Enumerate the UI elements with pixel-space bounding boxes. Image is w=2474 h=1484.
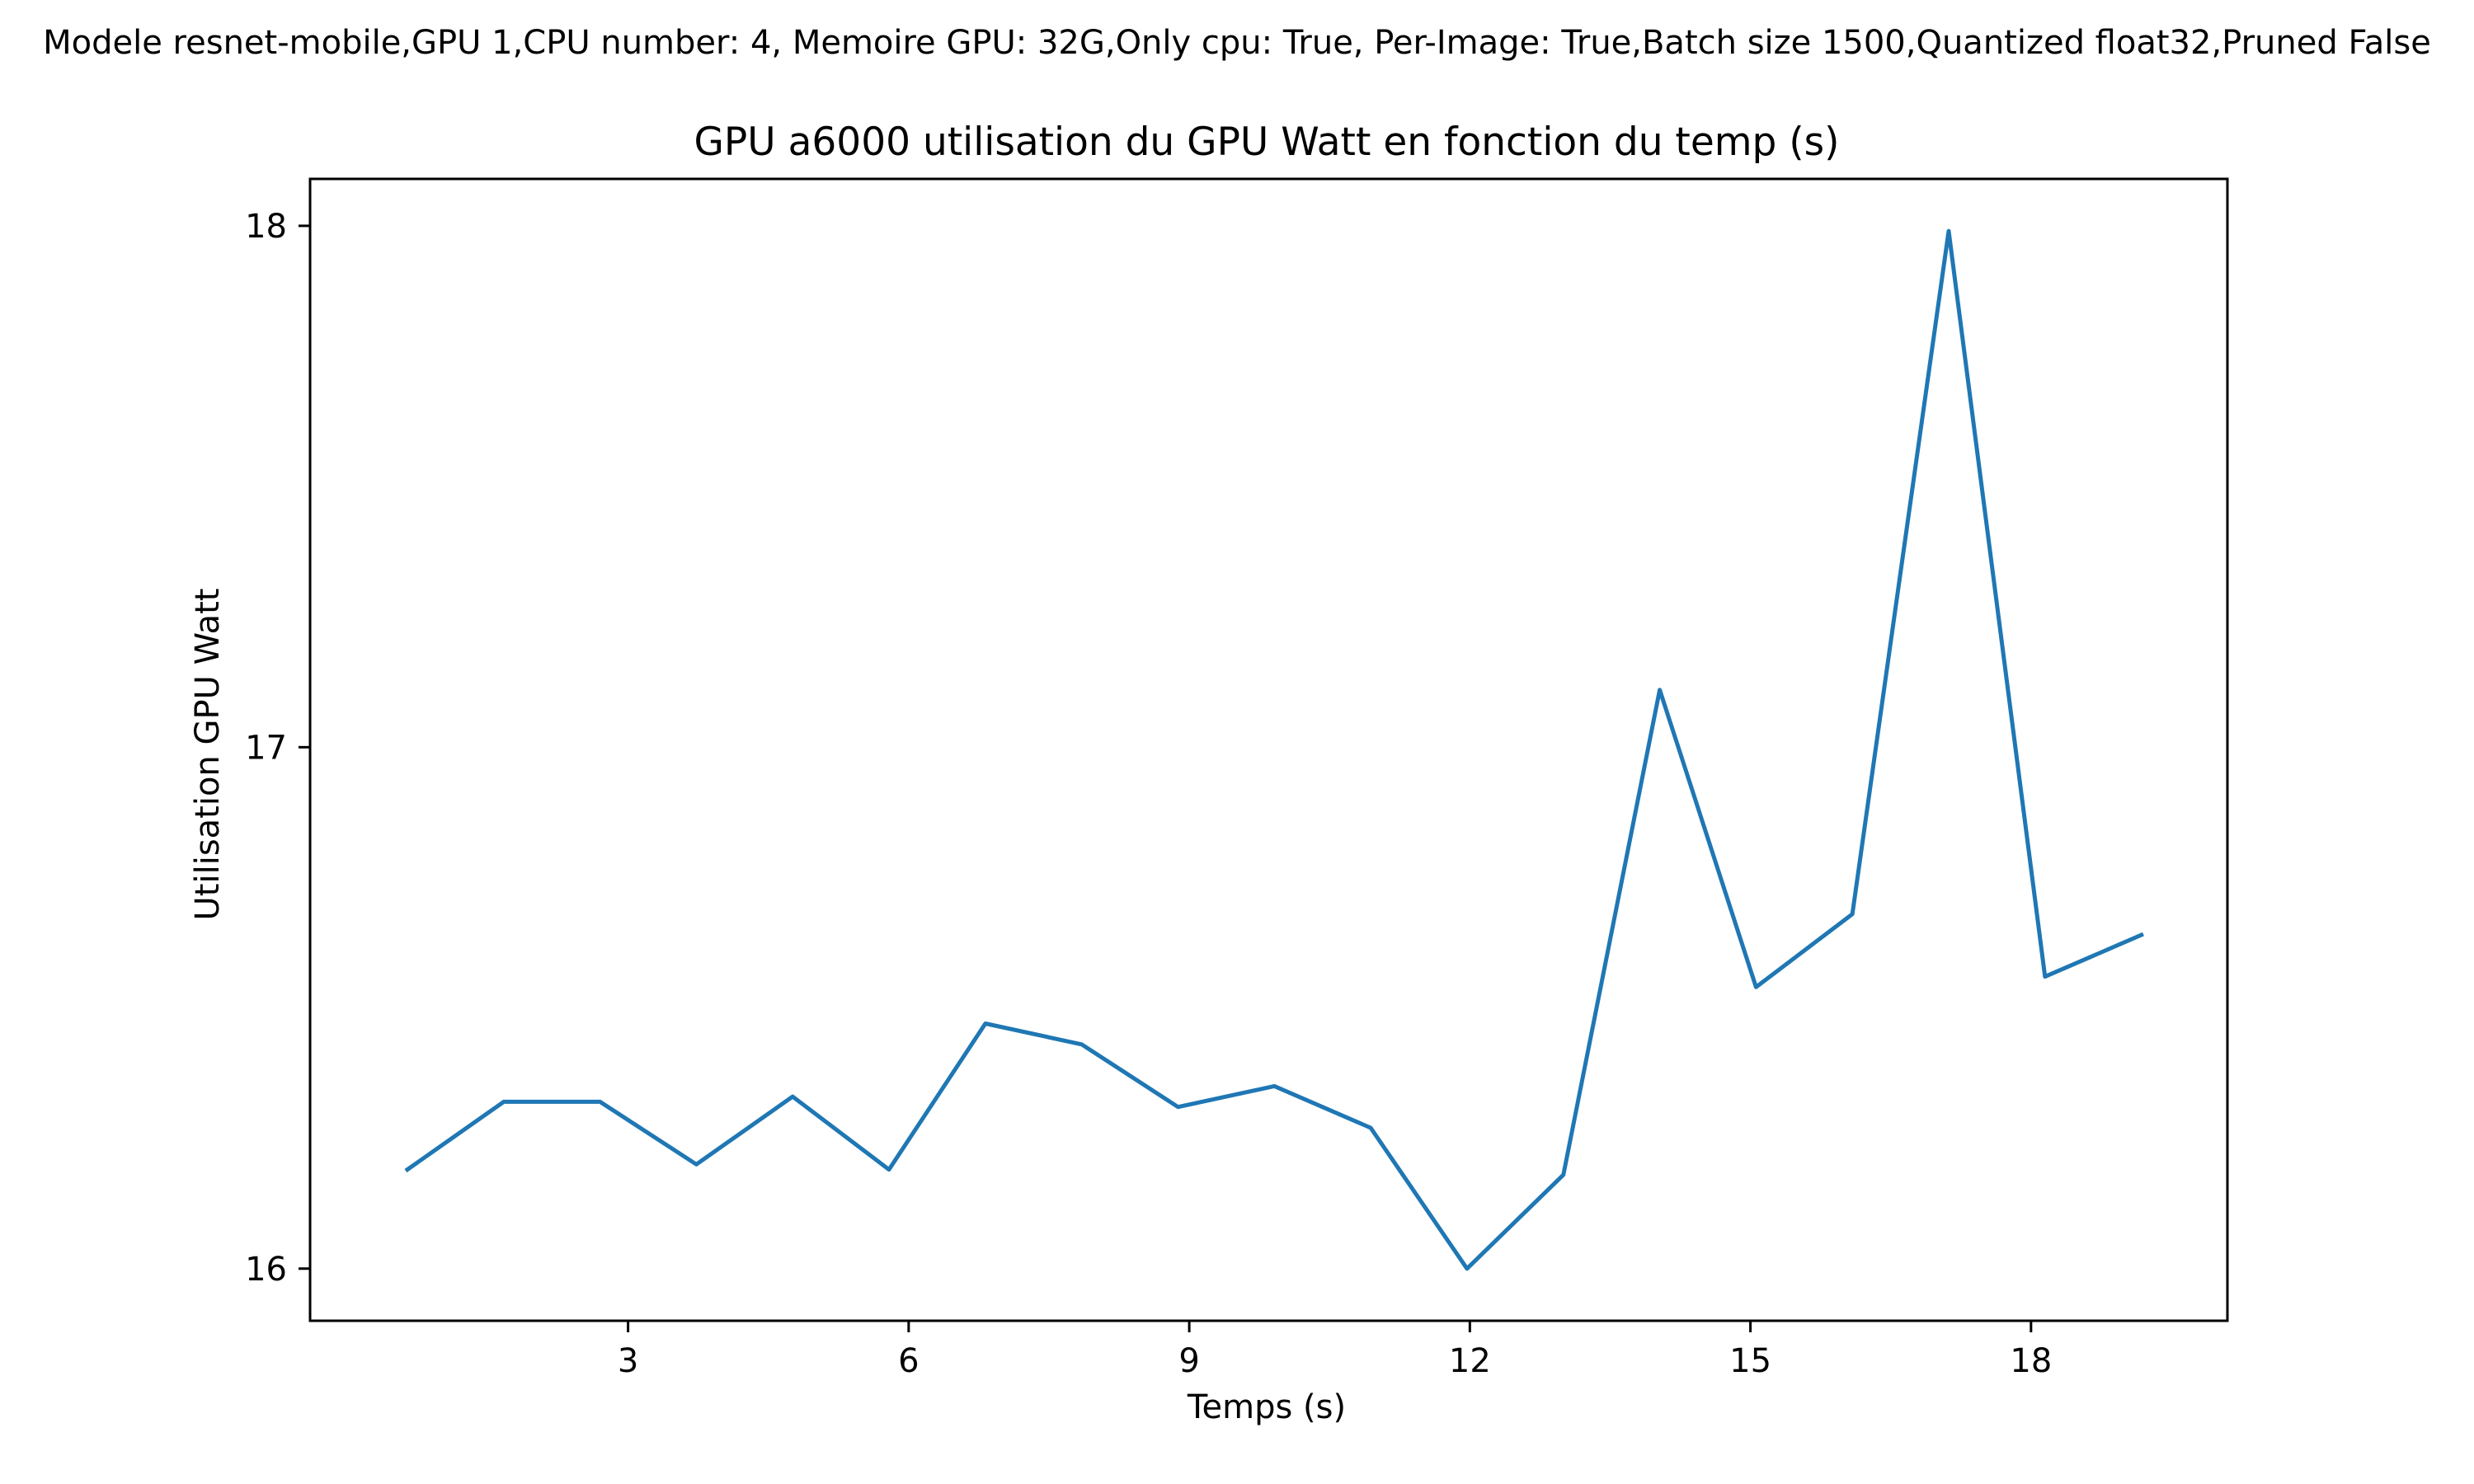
axis-ticks: 3 6 9 12 15 18 16 17 18 xyxy=(245,208,2052,1380)
x-tick-label: 15 xyxy=(1729,1342,1771,1380)
x-tick-label: 18 xyxy=(2010,1342,2052,1380)
x-tick-label: 9 xyxy=(1178,1342,1199,1380)
x-tick-label: 6 xyxy=(898,1342,919,1380)
y-tick-label: 18 xyxy=(245,208,287,246)
chart-title: GPU a6000 utilisation du GPU Watt en fon… xyxy=(694,120,1839,165)
series-line xyxy=(404,228,2144,1271)
series-lines xyxy=(404,228,2144,1271)
plot-frame xyxy=(308,177,2229,1322)
y-tick-label: 16 xyxy=(245,1251,287,1289)
x-tick-label: 3 xyxy=(618,1342,638,1380)
x-axis-label: Temps (s) xyxy=(1187,1388,1346,1426)
figure-suptitle: Modele resnet-mobile,GPU 1,CPU number: 4… xyxy=(43,24,2431,62)
y-tick-label: 17 xyxy=(245,729,287,767)
y-axis-label: Utilisation GPU Watt xyxy=(189,589,227,921)
x-tick-label: 12 xyxy=(1449,1342,1491,1380)
